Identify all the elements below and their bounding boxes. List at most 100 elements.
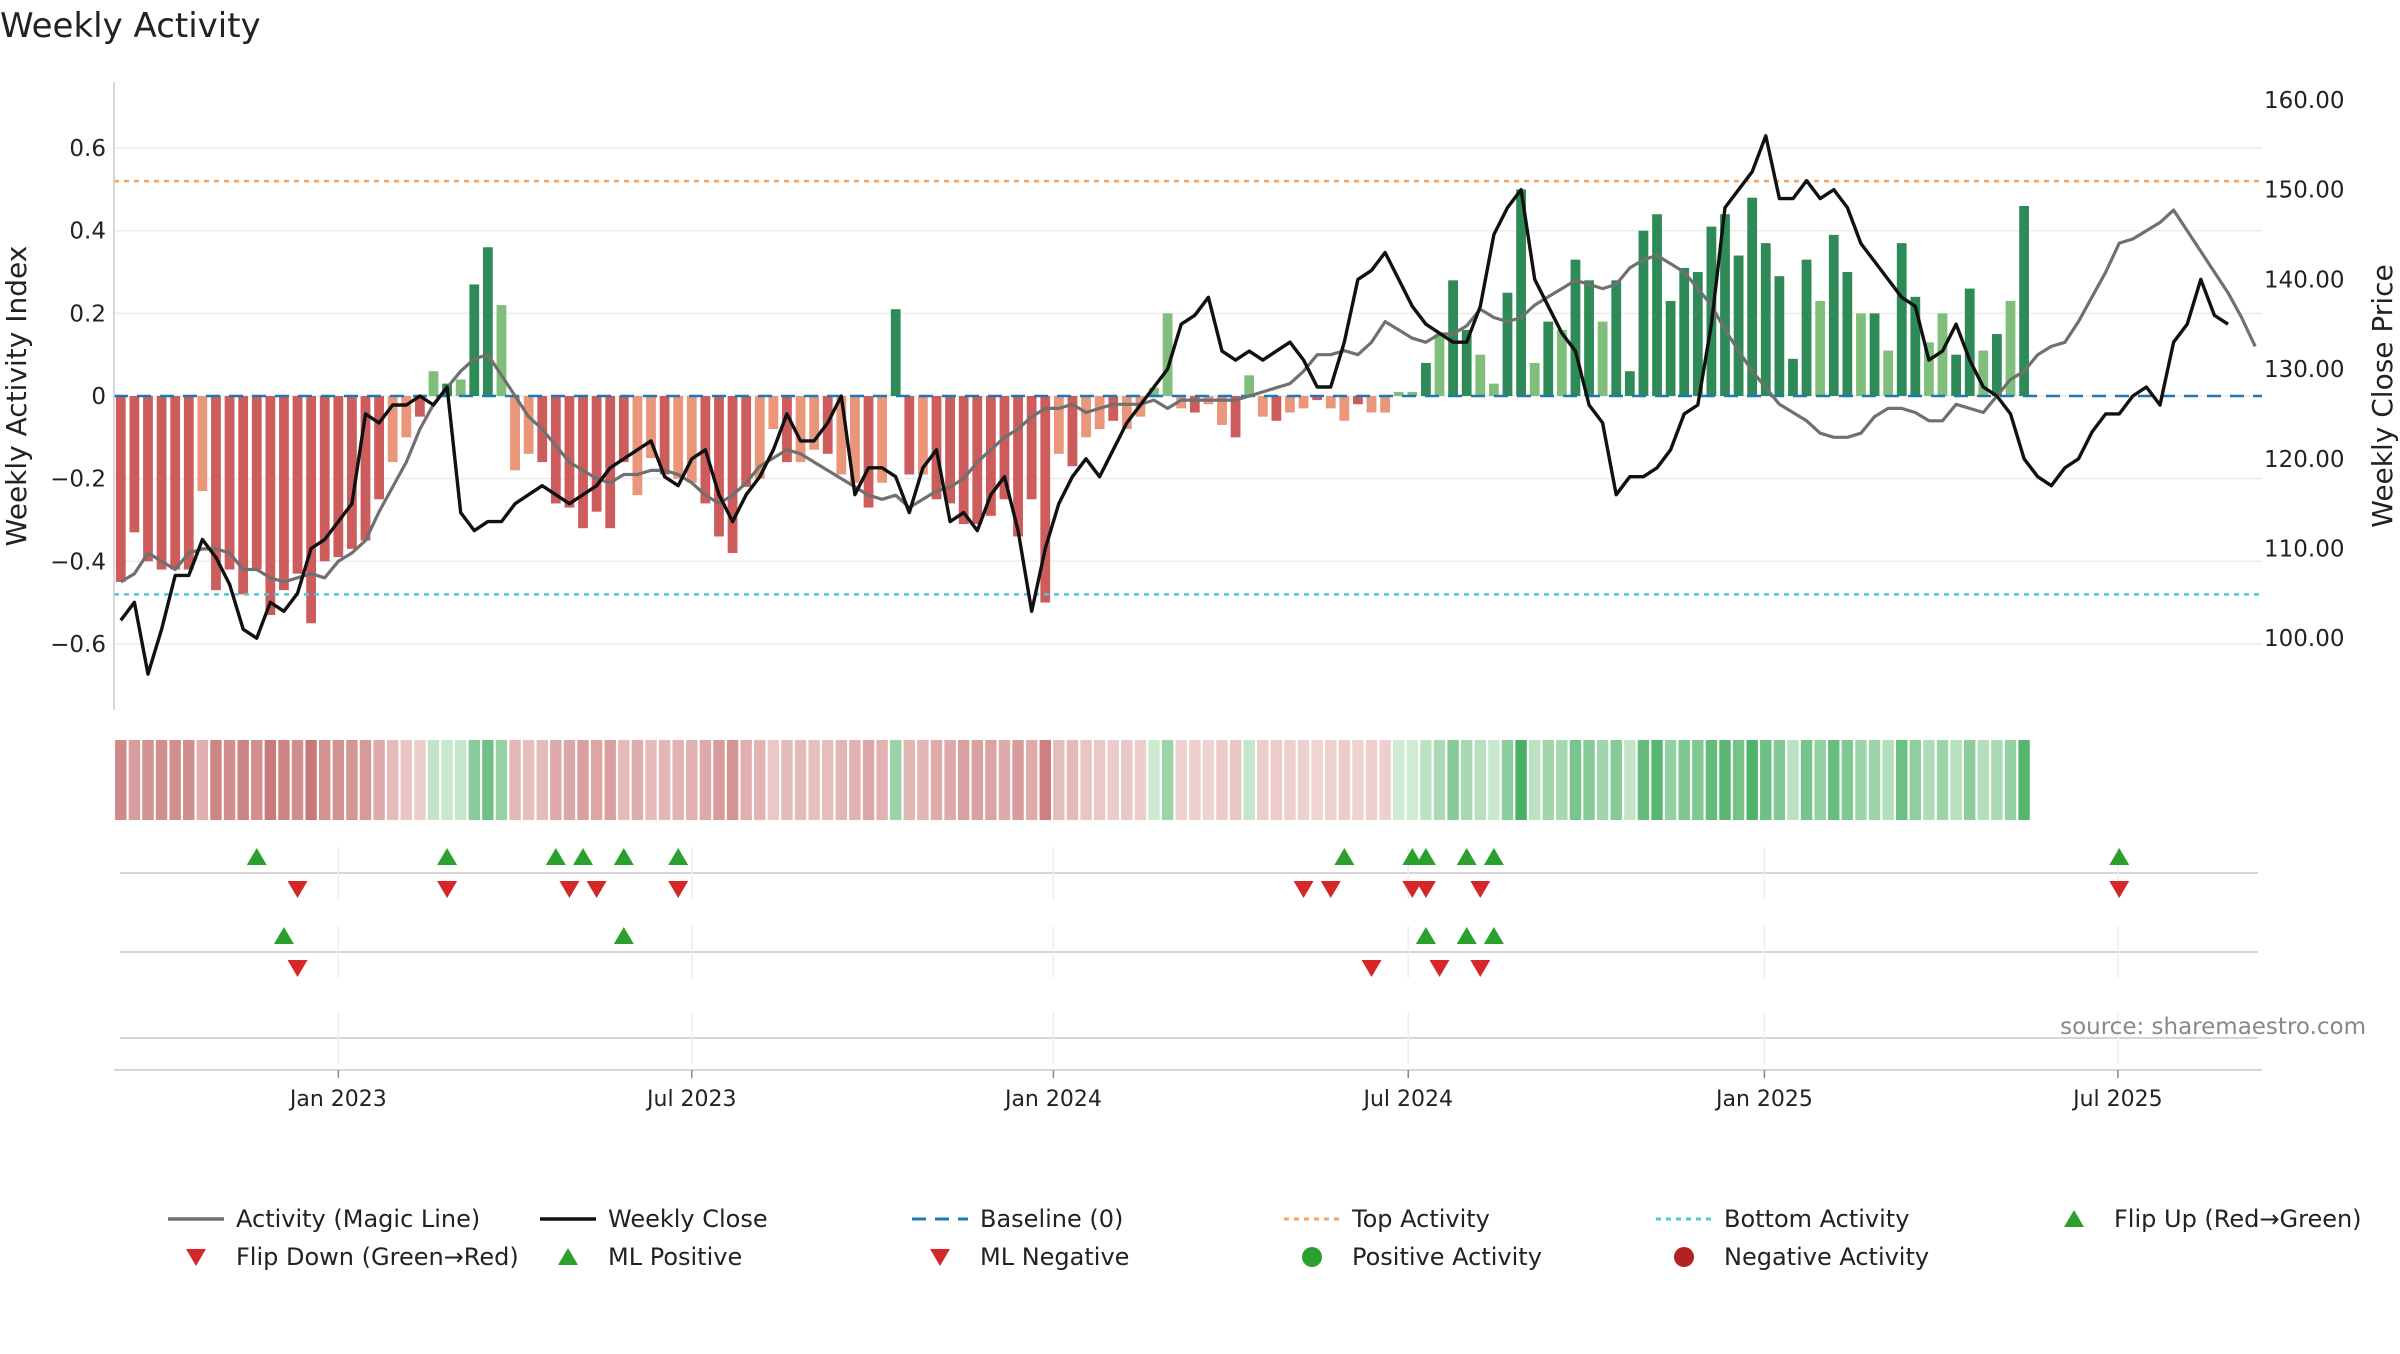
marker-down-triangle [1293, 881, 1314, 898]
activity-bar [1434, 334, 1445, 396]
activity-bar [1285, 396, 1295, 413]
heat-cell [808, 740, 820, 820]
heat-cell [1950, 740, 1962, 820]
heat-cell [1841, 740, 1854, 820]
heat-cell [590, 740, 603, 820]
activity-bar [1638, 230, 1649, 396]
heat-cell [1610, 740, 1622, 820]
heat-cell [536, 740, 548, 820]
activity-bar [1937, 313, 1948, 396]
activity-bar [659, 396, 670, 475]
activity-bar [1094, 396, 1105, 430]
heat-cell [278, 740, 290, 820]
marker-down-triangle [1320, 881, 1341, 898]
heat-cell [1121, 740, 1133, 820]
activity-bar [999, 396, 1010, 500]
level-lines [114, 179, 2262, 596]
activity-bar [1788, 358, 1798, 396]
heat-cell [1882, 740, 1894, 820]
heat-cell [1637, 740, 1650, 820]
activity-bar [1896, 243, 1907, 396]
activity-bar [1067, 396, 1078, 467]
activity-bar [1815, 300, 1826, 396]
heat-cell [1189, 740, 1201, 820]
activity-bar [1760, 243, 1771, 396]
marker-down-triangle [1429, 960, 1450, 977]
heat-cell [1923, 740, 1935, 820]
heat-cell [1556, 740, 1568, 820]
heat-cell [155, 740, 168, 820]
activity-bar [183, 396, 194, 570]
activity-bar [632, 396, 643, 496]
weekly-close-line [119, 134, 2229, 676]
heat-cell [454, 740, 467, 820]
activity-bar [306, 396, 317, 624]
activity-bar [714, 396, 724, 537]
heat-cell [1896, 740, 1908, 820]
heat-cell [1828, 740, 1840, 820]
heat-cell [930, 740, 943, 820]
activity-bar [768, 396, 779, 430]
heat-cell [1025, 740, 1038, 820]
marker-down-triangle [1402, 881, 1423, 898]
y2-tick-label: 150.00 [2264, 178, 2344, 204]
activity-bar [1869, 313, 1880, 396]
heat-cell [237, 740, 249, 820]
heat-cell [726, 740, 739, 820]
heat-cell [631, 740, 644, 820]
heat-cell [128, 740, 141, 820]
legend-label: Baseline (0) [980, 1205, 1123, 1233]
activity-bar [1244, 375, 1255, 396]
heat-cell [1379, 740, 1391, 820]
heat-cell [835, 740, 848, 820]
heat-cell [1093, 740, 1106, 820]
y2-tick-label: 130.00 [2264, 357, 2344, 383]
heat-cell [1053, 740, 1065, 820]
heat-cell [1216, 740, 1228, 820]
legend-item: Top Activity [1284, 1205, 1490, 1233]
heat-cell [1447, 740, 1459, 820]
heat-cell [1569, 740, 1582, 820]
marker-up-triangle [1415, 927, 1436, 944]
heat-cell [1175, 740, 1187, 820]
activity-bar [1529, 362, 1540, 396]
heat-cell [1515, 740, 1527, 820]
y2-tick-label: 140.00 [2264, 267, 2344, 293]
heat-cell [264, 740, 277, 820]
heat-cell [1243, 740, 1255, 820]
heat-cell [1161, 740, 1174, 820]
activity-bar [279, 396, 289, 591]
activity-bar [197, 396, 208, 492]
legend-swatch [1674, 1247, 1694, 1267]
activity-bar [550, 396, 561, 504]
activity-bar [1325, 396, 1336, 409]
activity-bar [265, 396, 276, 615]
activity-bar [333, 396, 344, 558]
activity-bar [496, 305, 507, 396]
heat-cell [876, 740, 888, 820]
marker-down-triangle [586, 881, 607, 898]
activity-bar [1475, 354, 1486, 396]
heat-cell [1365, 740, 1378, 820]
heat-cell [713, 740, 725, 820]
heat-cell [767, 740, 780, 820]
activity-bar [469, 284, 480, 396]
heat-cell [142, 740, 154, 820]
marker-up-triangle [613, 848, 634, 865]
heat-cell [223, 740, 236, 820]
activity-bar [455, 379, 466, 396]
heat-cell [917, 740, 929, 820]
heat-cell [1270, 740, 1283, 820]
activity-bar [1217, 396, 1227, 425]
activity-bar [1162, 313, 1173, 396]
heat-cell [849, 740, 861, 820]
heat-cell [1284, 740, 1296, 820]
heat-cell [1991, 740, 2003, 820]
activity-bar [1407, 391, 1418, 396]
heat-cell [522, 740, 535, 820]
activity-bar [1081, 396, 1091, 438]
heat-cell [1311, 740, 1323, 820]
activity-bar [741, 396, 752, 487]
activity-bar [890, 309, 901, 396]
